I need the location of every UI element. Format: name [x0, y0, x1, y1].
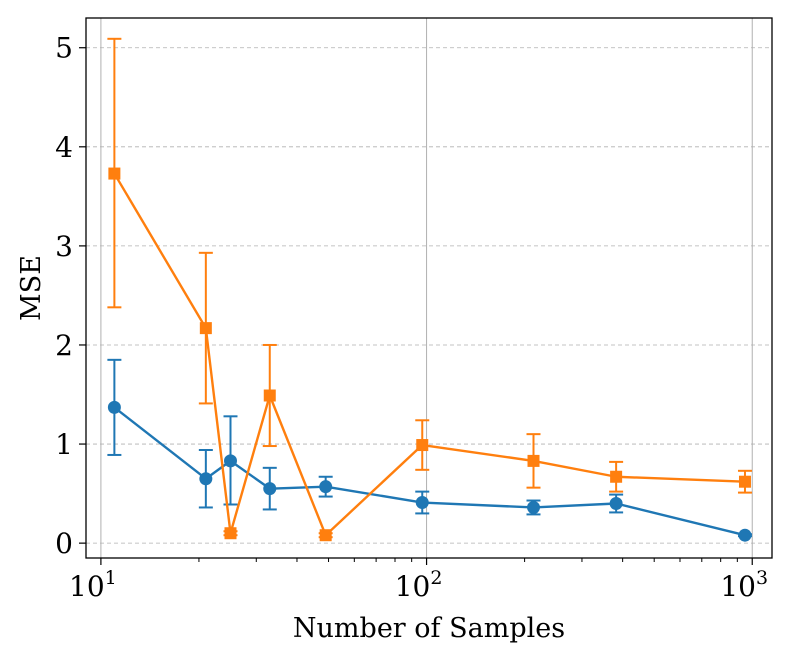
y-tick-label: 4 — [55, 131, 73, 164]
data-point — [527, 454, 540, 467]
data-point — [199, 472, 213, 486]
x-tick-exponent: 3 — [756, 567, 768, 589]
data-point — [107, 400, 121, 414]
data-point — [223, 454, 237, 468]
data-point — [319, 529, 332, 542]
x-axis-label: Number of Samples — [293, 613, 565, 644]
data-point — [738, 475, 751, 488]
y-tick-label: 5 — [55, 32, 73, 65]
data-point — [319, 480, 333, 494]
data-point — [108, 167, 121, 180]
series-0 — [107, 358, 752, 542]
data-point — [263, 482, 277, 496]
data-point — [610, 470, 623, 483]
y-tick-label: 2 — [55, 329, 73, 362]
data-point — [263, 389, 276, 402]
x-tick-exponent: 2 — [430, 567, 442, 589]
data-point — [609, 497, 623, 511]
y-tick-label: 0 — [55, 527, 73, 560]
x-tick-label: 102 — [395, 567, 443, 603]
series-line — [113, 406, 746, 537]
data-point — [415, 496, 429, 510]
plot-frame — [85, 17, 773, 559]
data-point — [416, 439, 429, 452]
data-point — [527, 500, 541, 514]
y-tick-label: 1 — [55, 428, 73, 461]
y-axis-label: MSE — [16, 255, 47, 321]
x-tick-base: 10 — [69, 570, 105, 603]
x-tick-label: 103 — [720, 567, 768, 603]
series-1 — [107, 37, 752, 542]
x-tick-label: 101 — [69, 567, 117, 603]
x-tick-exponent: 1 — [105, 567, 117, 589]
grid — [86, 18, 772, 558]
data-point — [738, 528, 752, 542]
x-tick-base: 10 — [395, 570, 431, 603]
y-tick-label: 3 — [55, 230, 73, 263]
series-layer — [107, 37, 752, 542]
x-tick-base: 10 — [720, 570, 756, 603]
data-point — [199, 322, 212, 335]
data-point — [224, 527, 237, 540]
